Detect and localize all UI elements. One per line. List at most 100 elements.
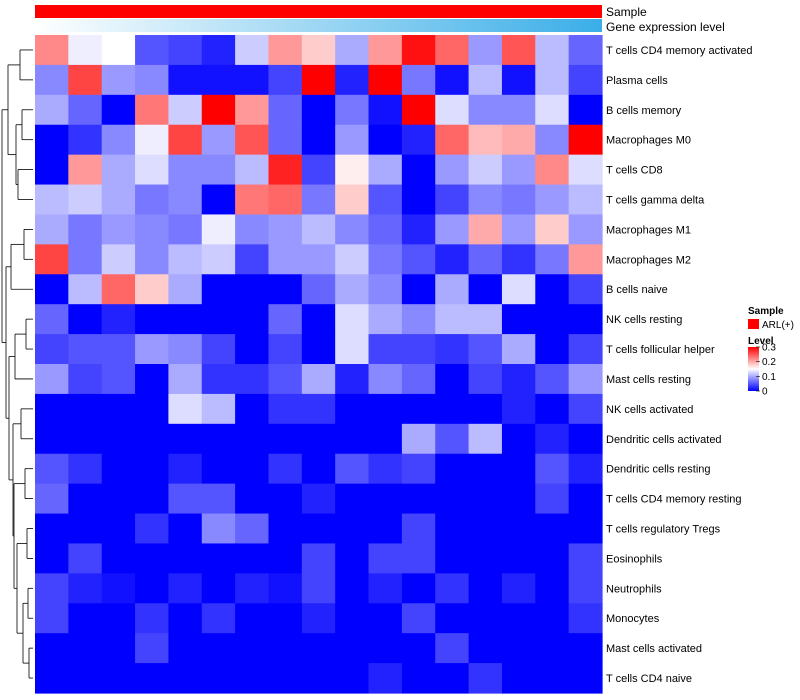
heatmap-cell [301, 244, 336, 275]
heatmap-cell [368, 573, 403, 604]
heatmap-cell [335, 603, 370, 634]
heatmap-cell [101, 633, 136, 664]
heatmap-cell [101, 244, 136, 275]
heatmap-cell [268, 64, 303, 96]
row-label: Mast cells activated [606, 643, 702, 655]
heatmap-cell [301, 274, 336, 305]
heatmap-cell [168, 304, 203, 335]
heatmap-cell [268, 543, 303, 574]
legend-tick-label: 0.1 [762, 372, 776, 383]
heatmap-cell [501, 663, 536, 694]
heatmap-cell [368, 663, 403, 694]
legend-level-ticks: 0.3 0.2 0.1 0 [756, 343, 776, 398]
heatmap-cell [468, 124, 503, 156]
heatmap-cell [201, 94, 236, 126]
row-label: Mast cells resting [606, 374, 691, 386]
heatmap-cell [268, 244, 303, 275]
heatmap-cell [535, 244, 570, 275]
heatmap-cell [468, 64, 503, 96]
heatmap-cell [435, 214, 470, 245]
heatmap-cell [535, 154, 570, 186]
heatmap-cell [568, 543, 603, 574]
heatmap-cell [568, 483, 603, 515]
heatmap-cell [68, 154, 103, 186]
heatmap-cell [68, 483, 103, 515]
heatmap-cell [401, 94, 436, 126]
heatmap-cell [101, 453, 136, 485]
heatmap-cell [268, 483, 303, 515]
heatmap-cell [401, 124, 436, 156]
heatmap-cell [135, 513, 170, 545]
gene-expression-annotation-bar [35, 19, 602, 32]
row-label: Macrophages M0 [606, 135, 691, 147]
heatmap-cell [501, 154, 536, 186]
sample-annotation-bar [35, 5, 602, 18]
heatmap-cell [268, 304, 303, 335]
heatmap-cell [368, 513, 403, 545]
heatmap-cell [501, 453, 536, 485]
heatmap-cell [101, 124, 136, 156]
heatmap-cell [301, 364, 336, 395]
heatmap-cell [168, 453, 203, 485]
heatmap-cell [35, 423, 69, 455]
row-labels: T cells CD4 memory activated Plasma cells… [606, 45, 753, 685]
heatmap-cell [301, 543, 336, 574]
heatmap-cell [335, 184, 370, 216]
heatmap-cell [401, 334, 436, 365]
heatmap-cell [201, 393, 236, 425]
heatmap-cell [368, 483, 403, 515]
heatmap-cell [268, 94, 303, 126]
heatmap-cell [68, 64, 103, 96]
heatmap-cell [168, 64, 203, 96]
heatmap-cell [35, 513, 69, 545]
heatmap-cell [68, 453, 103, 485]
heatmap-cell [501, 35, 536, 66]
heatmap-cell [168, 513, 203, 545]
heatmap-cell [35, 364, 69, 395]
heatmap-cell [135, 603, 170, 634]
heatmap-cell [235, 603, 270, 634]
heatmap-cell [101, 304, 136, 335]
heatmap-cell [335, 393, 370, 425]
heatmap-cell [468, 573, 503, 604]
heatmap-cell [135, 573, 170, 604]
legend-tick-label: 0 [762, 387, 768, 398]
heatmap-cell [368, 453, 403, 485]
heatmap-cell [501, 304, 536, 335]
heatmap-cell [68, 94, 103, 126]
heatmap-cell [301, 423, 336, 455]
heatmap-cell [168, 633, 203, 664]
heatmap-cell [168, 393, 203, 425]
heatmap-cell [201, 274, 236, 305]
heatmap-cell [468, 603, 503, 634]
heatmap-cell [201, 154, 236, 186]
row-label: Macrophages M2 [606, 254, 691, 266]
heatmap-cell [68, 184, 103, 216]
heatmap-cell [401, 423, 436, 455]
heatmap-cell [68, 304, 103, 335]
row-label: Dendritic cells activated [606, 434, 722, 446]
row-label: Macrophages M1 [606, 224, 691, 236]
heatmap-cell [68, 633, 103, 664]
heatmap-cell [101, 334, 136, 365]
heatmap-cell [35, 184, 69, 216]
heatmap-cell [201, 483, 236, 515]
heatmap-cell [535, 603, 570, 634]
heatmap-cell [35, 304, 69, 335]
heatmap-cell [468, 633, 503, 664]
heatmap-cell [468, 154, 503, 186]
heatmap-cell [535, 633, 570, 664]
heatmap-cell [35, 603, 69, 634]
heatmap-cell [101, 154, 136, 186]
heatmap-cell [301, 393, 336, 425]
heatmap-cell [301, 603, 336, 634]
heatmap-cell [568, 154, 603, 186]
heatmap-cell [401, 603, 436, 634]
heatmap-cell [368, 364, 403, 395]
row-label: NK cells activated [606, 404, 693, 416]
heatmap-cell [468, 274, 503, 305]
heatmap-cell [401, 64, 436, 96]
heatmap-cell [568, 393, 603, 425]
heatmap-cell [168, 334, 203, 365]
